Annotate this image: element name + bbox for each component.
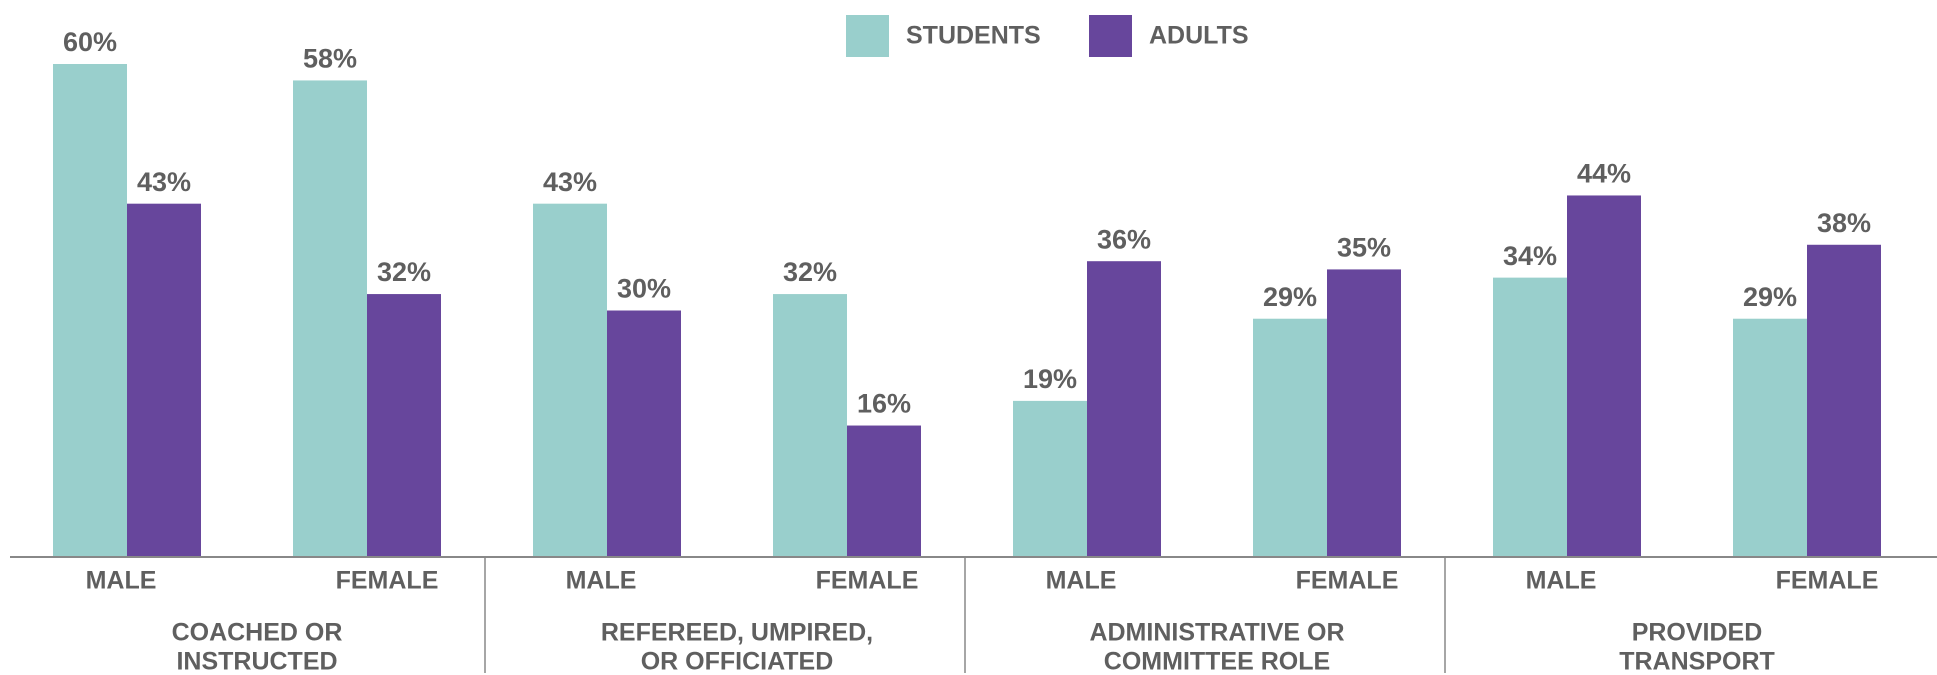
x-tick-label: FEMALE xyxy=(336,567,439,595)
group-label: TRANSPORT xyxy=(1619,648,1775,675)
legend-swatch xyxy=(846,15,889,57)
value-label: 35% xyxy=(1337,233,1391,263)
bar xyxy=(293,80,367,557)
value-label: 58% xyxy=(303,44,357,74)
bar xyxy=(1327,269,1401,557)
bar xyxy=(773,294,847,557)
value-label: 30% xyxy=(617,274,671,304)
bar xyxy=(1253,318,1327,557)
x-tick-label: MALE xyxy=(566,567,637,595)
x-tick-label: FEMALE xyxy=(816,567,919,595)
x-tick-label: MALE xyxy=(86,567,157,595)
bar xyxy=(1733,318,1807,557)
bar xyxy=(533,203,607,557)
group-label: COMMITTEE ROLE xyxy=(1104,648,1330,675)
value-label: 16% xyxy=(857,389,911,419)
value-label: 44% xyxy=(1577,159,1631,189)
bar xyxy=(1013,400,1087,557)
bar xyxy=(607,310,681,557)
legend-label: ADULTS xyxy=(1149,22,1249,50)
group-label: OR OFFICIATED xyxy=(641,648,834,675)
legend-label: STUDENTS xyxy=(906,22,1041,50)
value-label: 36% xyxy=(1097,224,1151,254)
bar xyxy=(1567,195,1641,557)
group-label: ADMINISTRATIVE OR xyxy=(1089,619,1344,647)
legend-swatch xyxy=(1089,15,1132,57)
value-label: 29% xyxy=(1743,282,1797,312)
bar xyxy=(1807,244,1881,557)
value-label: 43% xyxy=(543,167,597,197)
bar xyxy=(367,294,441,557)
bar xyxy=(847,425,921,557)
group-label: PROVIDED xyxy=(1632,619,1763,647)
x-tick-label: MALE xyxy=(1046,567,1117,595)
value-label: 60% xyxy=(63,27,117,57)
group-label: REFEREED, UMPIRED, xyxy=(601,619,873,647)
value-label: 32% xyxy=(377,257,431,287)
value-label: 43% xyxy=(137,167,191,197)
value-label: 38% xyxy=(1817,208,1871,238)
group-label: INSTRUCTED xyxy=(176,648,337,675)
value-label: 19% xyxy=(1023,364,1077,394)
bar xyxy=(127,203,201,557)
bar xyxy=(1087,261,1161,557)
value-label: 32% xyxy=(783,257,837,287)
x-tick-label: MALE xyxy=(1526,567,1597,595)
value-label: 29% xyxy=(1263,282,1317,312)
bar xyxy=(1493,277,1567,557)
value-label: 34% xyxy=(1503,241,1557,271)
x-tick-label: FEMALE xyxy=(1296,567,1399,595)
group-label: COACHED OR xyxy=(172,619,343,647)
x-tick-label: FEMALE xyxy=(1776,567,1879,595)
bar xyxy=(53,64,127,557)
